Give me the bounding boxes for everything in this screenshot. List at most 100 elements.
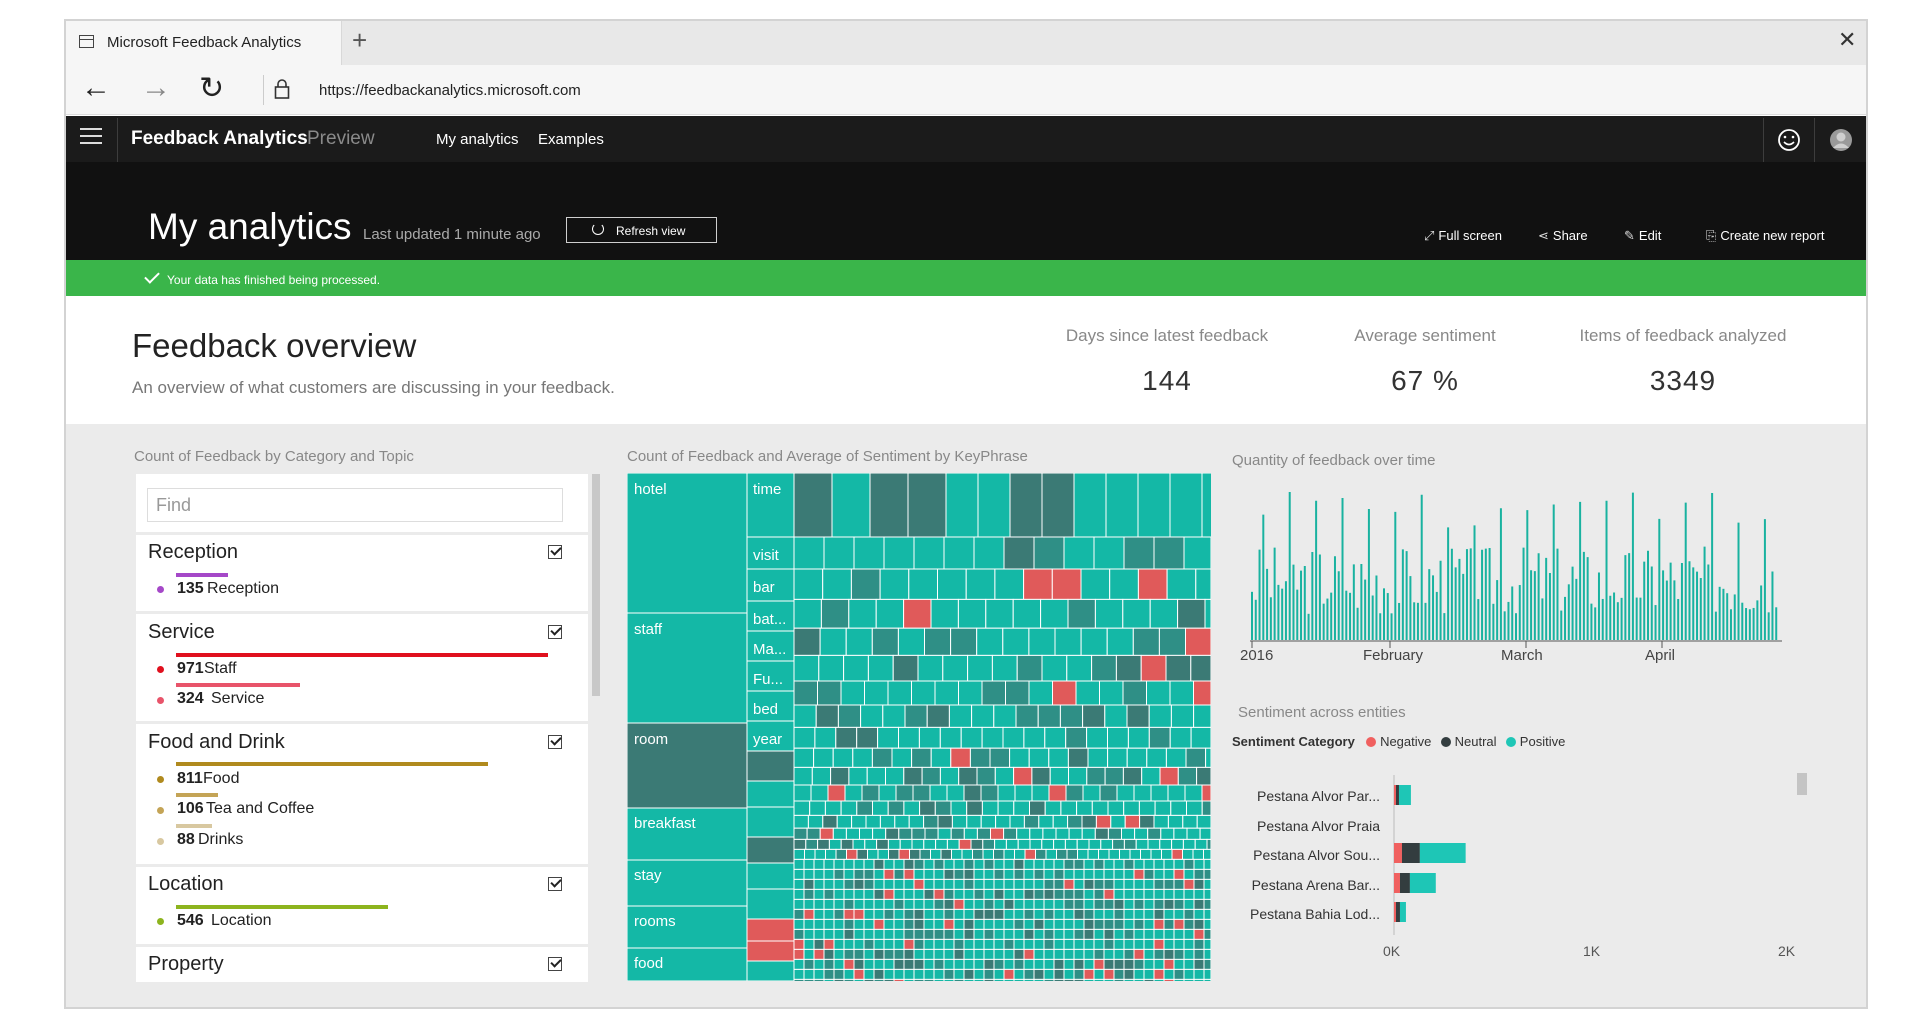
treemap-tile[interactable] bbox=[953, 858, 965, 870]
treemap-tile[interactable] bbox=[1038, 814, 1054, 829]
treemap-tile[interactable] bbox=[1199, 827, 1211, 840]
treemap-tile[interactable] bbox=[913, 536, 945, 570]
legend-positive[interactable]: Positive bbox=[1519, 734, 1566, 749]
treemap-tile[interactable] bbox=[1003, 918, 1015, 930]
treemap-tile[interactable] bbox=[793, 536, 825, 570]
treemap-tile[interactable] bbox=[1123, 968, 1135, 980]
treemap-tile[interactable] bbox=[1160, 827, 1175, 840]
treemap-tile[interactable] bbox=[840, 838, 854, 850]
treemap-tile[interactable] bbox=[1163, 938, 1175, 950]
treemap-tile[interactable] bbox=[1052, 680, 1077, 706]
treemap-tile[interactable] bbox=[1123, 898, 1135, 910]
treemap-tile[interactable] bbox=[893, 938, 905, 950]
treemap-tile[interactable] bbox=[1193, 878, 1205, 890]
treemap-tile[interactable] bbox=[1033, 968, 1045, 980]
treemap-tile[interactable] bbox=[1073, 938, 1085, 950]
treemap-tile[interactable] bbox=[1203, 948, 1211, 960]
treemap-tile[interactable] bbox=[813, 978, 825, 981]
treemap-tile[interactable] bbox=[1177, 766, 1198, 786]
treemap-tile[interactable] bbox=[1183, 908, 1195, 920]
treemap-tile[interactable] bbox=[1192, 848, 1204, 860]
treemap-tile[interactable] bbox=[1133, 938, 1145, 950]
treemap-tile[interactable] bbox=[823, 958, 835, 970]
treemap-tile[interactable] bbox=[903, 888, 915, 900]
sentiment-bar-neutral[interactable] bbox=[1395, 785, 1399, 805]
treemap-tile[interactable] bbox=[930, 848, 942, 860]
treemap-tile[interactable] bbox=[803, 878, 815, 890]
treemap-tile[interactable] bbox=[845, 827, 860, 840]
treemap-tile[interactable] bbox=[1193, 888, 1205, 900]
treemap-tile[interactable] bbox=[1182, 838, 1196, 850]
treemap-tile[interactable] bbox=[1150, 848, 1162, 860]
treemap-tile[interactable] bbox=[1193, 968, 1205, 980]
treemap-tile[interactable] bbox=[976, 827, 991, 840]
treemap-tile[interactable] bbox=[793, 800, 811, 816]
treemap-tile[interactable] bbox=[1013, 968, 1025, 980]
treemap-tile[interactable] bbox=[1023, 978, 1035, 981]
treemap-tile[interactable] bbox=[923, 898, 935, 910]
treemap-tile[interactable] bbox=[814, 848, 826, 860]
treemap-tile[interactable] bbox=[903, 958, 915, 970]
treemap-tile[interactable] bbox=[813, 968, 825, 980]
treemap-tile[interactable] bbox=[819, 627, 847, 656]
treemap-tile[interactable] bbox=[1123, 928, 1135, 940]
treemap-tile[interactable] bbox=[825, 848, 837, 860]
treemap-tile[interactable] bbox=[903, 918, 915, 930]
treemap-tile[interactable] bbox=[873, 898, 885, 910]
treemap-tile[interactable] bbox=[923, 888, 935, 900]
treemap-tile[interactable] bbox=[627, 807, 748, 861]
treemap-tile[interactable] bbox=[893, 898, 905, 910]
treemap-tile[interactable] bbox=[822, 814, 838, 829]
treemap-tile[interactable] bbox=[853, 858, 865, 870]
treemap-tile[interactable] bbox=[818, 654, 845, 682]
treemap-tile[interactable] bbox=[919, 800, 936, 816]
treemap-tile[interactable] bbox=[877, 726, 900, 749]
treemap-tile[interactable] bbox=[1033, 858, 1045, 870]
treemap-tile[interactable] bbox=[832, 827, 847, 840]
treemap-tile[interactable] bbox=[1203, 868, 1211, 880]
treemap-tile[interactable] bbox=[960, 726, 983, 749]
treemap-tile[interactable] bbox=[822, 568, 852, 600]
slicer-scrollbar[interactable] bbox=[592, 474, 600, 696]
back-icon[interactable]: ← bbox=[81, 71, 111, 104]
treemap-tile[interactable] bbox=[1159, 766, 1179, 786]
treemap-tile[interactable] bbox=[930, 598, 959, 629]
treemap-tile[interactable] bbox=[1073, 948, 1085, 960]
treemap-tile[interactable] bbox=[1116, 784, 1135, 802]
treemap-tile[interactable] bbox=[943, 948, 955, 960]
treemap-tile[interactable] bbox=[934, 800, 952, 816]
treemap-tile[interactable] bbox=[1029, 800, 1046, 816]
treemap-tile[interactable] bbox=[1165, 654, 1192, 682]
treemap-tile[interactable] bbox=[1067, 598, 1096, 629]
treemap-tile[interactable] bbox=[1184, 784, 1203, 802]
treemap-tile[interactable] bbox=[627, 722, 748, 809]
treemap-tile[interactable] bbox=[1171, 838, 1184, 850]
treemap-tile[interactable] bbox=[1196, 766, 1211, 786]
treemap-tile[interactable] bbox=[883, 898, 895, 910]
topic-name[interactable]: Food bbox=[203, 770, 240, 787]
treemap-tile[interactable] bbox=[1186, 800, 1203, 816]
treemap-tile[interactable] bbox=[963, 948, 975, 960]
treemap-tile[interactable] bbox=[813, 908, 825, 920]
treemap-tile[interactable] bbox=[850, 568, 881, 600]
legend-negative[interactable]: Negative bbox=[1380, 734, 1432, 749]
treemap-tile[interactable] bbox=[1091, 654, 1117, 682]
treemap-tile[interactable] bbox=[1103, 858, 1115, 870]
treemap-tile[interactable] bbox=[1056, 848, 1068, 860]
treemap-tile[interactable] bbox=[807, 814, 824, 829]
treemap-tile[interactable] bbox=[833, 898, 845, 910]
treemap-tile[interactable] bbox=[1108, 848, 1120, 860]
treemap-tile[interactable] bbox=[923, 814, 939, 829]
treemap-tile[interactable] bbox=[943, 968, 955, 980]
treemap-tile[interactable] bbox=[961, 848, 973, 860]
treemap-tile[interactable] bbox=[967, 654, 993, 682]
treemap-tile[interactable] bbox=[793, 878, 805, 890]
browser-tab[interactable]: Microsoft Feedback Analytics bbox=[66, 21, 342, 65]
treemap-tile[interactable] bbox=[1031, 766, 1051, 786]
treemap-tile[interactable] bbox=[950, 627, 978, 656]
treemap-tile[interactable] bbox=[993, 978, 1005, 981]
treemap-tile[interactable] bbox=[883, 958, 895, 970]
treemap-tile[interactable] bbox=[1173, 868, 1185, 880]
treemap-tile[interactable] bbox=[1113, 918, 1125, 930]
treemap-tile[interactable] bbox=[1143, 908, 1155, 920]
